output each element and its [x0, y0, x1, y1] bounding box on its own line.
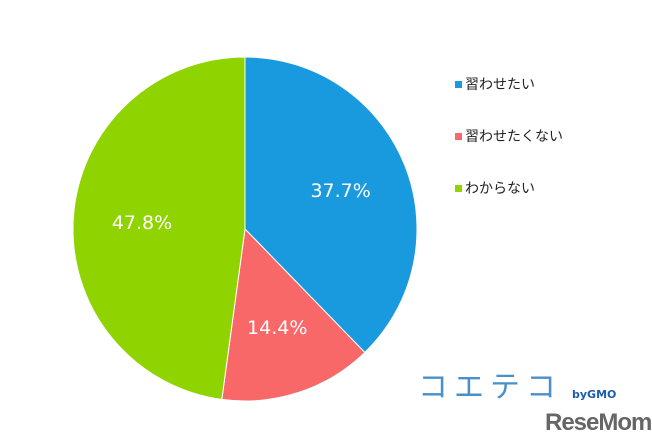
legend-swatch [455, 184, 462, 192]
legend-item: 習わせたくない [455, 127, 563, 145]
legend-item: 習わせたい [455, 75, 563, 93]
legend-swatch [455, 132, 462, 140]
pie-slice [72, 56, 246, 400]
legend-item: わからない [455, 179, 563, 197]
slice-label: 37.7% [310, 180, 370, 202]
legend-label: わからない [465, 181, 535, 197]
gmo-logo: byGMO [572, 388, 617, 401]
resemom-watermark: ReseMom [545, 409, 652, 436]
pie-slice [244, 56, 418, 354]
slice-label: 47.8% [112, 212, 172, 234]
legend-swatch [455, 80, 462, 88]
legend: 習わせたい 習わせたくない わからない [455, 75, 563, 231]
legend-label: 習わせたくない [465, 129, 563, 145]
slice-label: 14.4% [247, 317, 307, 339]
legend-label: 習わせたい [465, 77, 535, 93]
koeteko-logo: コエテコ [418, 370, 562, 405]
pie-slice [221, 227, 366, 402]
